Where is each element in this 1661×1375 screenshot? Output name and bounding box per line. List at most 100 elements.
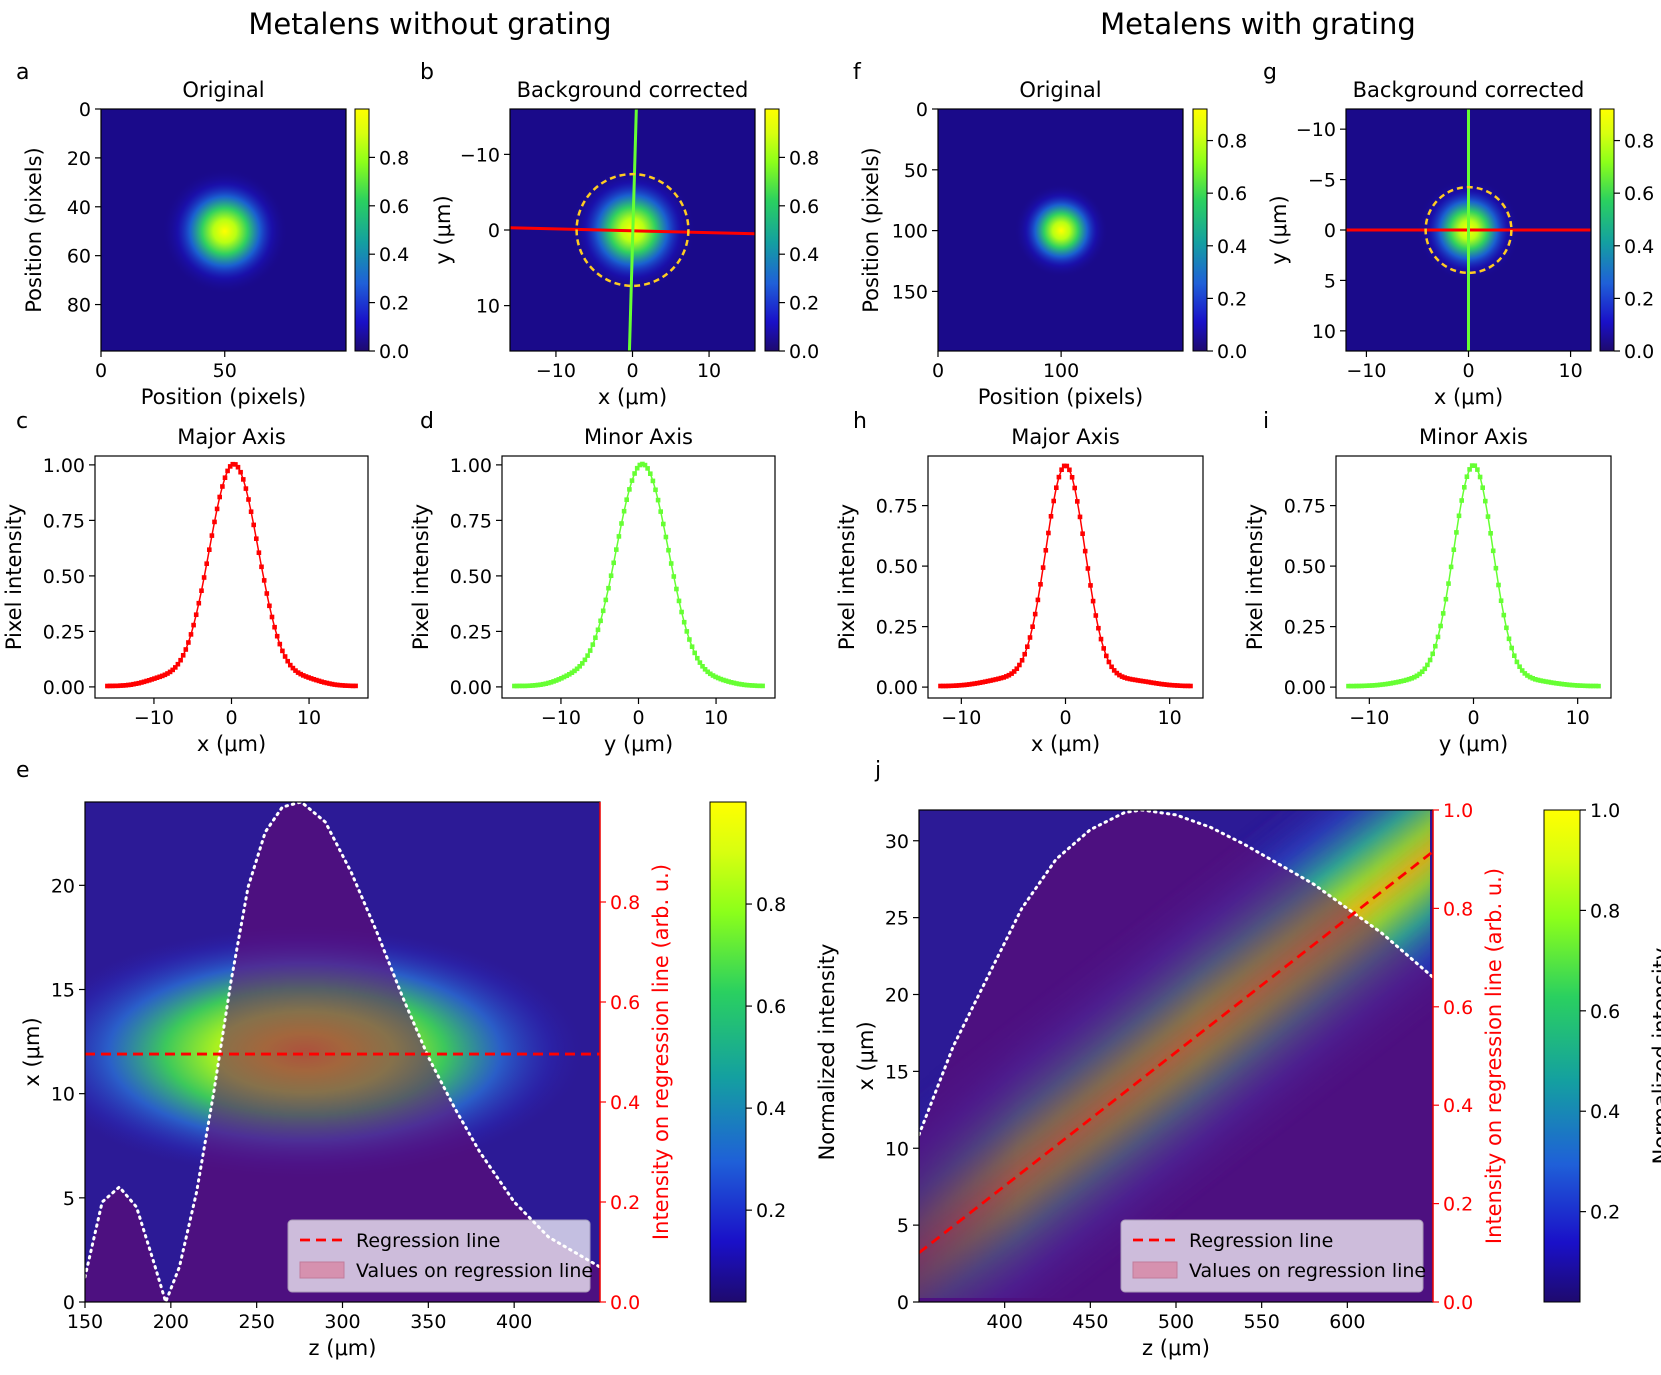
- panel-h-profile-marker: [1046, 530, 1051, 536]
- panel-i-profile-marker: [1364, 683, 1370, 688]
- panel-b: b Background corrected −10 0 10 −10 0 10 x (μm) y…: [420, 60, 819, 409]
- panel-h-profile-marker: [1025, 644, 1030, 649]
- panel-h-profile-marker: [1072, 485, 1077, 491]
- panel-h-ytick-label: 0.00: [876, 677, 918, 699]
- panel-d-profile-marker: [681, 619, 687, 625]
- panel-c-profile-marker: [348, 683, 353, 689]
- panel-h-profile-marker: [1017, 662, 1022, 668]
- panel-h-profile-marker: [1075, 499, 1080, 504]
- panel-c-profile-marker: [259, 564, 264, 570]
- panel-j-ytick-label: 5: [897, 1215, 909, 1237]
- panel-d-profile-marker: [600, 608, 606, 614]
- panel-i-profile-marker: [1488, 531, 1493, 536]
- panel-i-profile-marker: [1525, 673, 1530, 678]
- panel-h-profile-marker: [1117, 672, 1122, 678]
- panel-d-profile-marker: [687, 637, 692, 642]
- panel-j-ytick-label: 30: [885, 831, 909, 853]
- panel-i-profile-marker: [1564, 682, 1570, 687]
- panel-a-colorbar-tick-label: 0.4: [379, 244, 409, 266]
- panel-h-profile-marker: [1043, 548, 1049, 553]
- panel-b-colorbar: [764, 108, 780, 352]
- panel-h-profile-marker: [1014, 666, 1020, 671]
- panel-a-ytick-label: 40: [67, 197, 91, 219]
- panel-i-profile-marker: [1435, 634, 1441, 640]
- panel-c-profile-marker: [342, 683, 348, 688]
- panel-i-ylabel: Pixel intensity: [1243, 504, 1267, 650]
- panel-c-xtick-label: 10: [297, 707, 321, 729]
- panel-f-colorbar: [1192, 108, 1208, 352]
- panel-c-profile-marker: [295, 670, 301, 675]
- panel-i-profile-marker: [1414, 673, 1420, 679]
- panel-j-y2tick-label: 0.8: [1443, 898, 1473, 920]
- panel-h-profile-marker: [1111, 668, 1117, 673]
- panel-c-profile-marker: [123, 683, 128, 688]
- panel-i-profile-marker: [1556, 681, 1562, 686]
- panel-b-ytick-label: −10: [460, 144, 500, 166]
- panel-c-profile-marker: [160, 673, 165, 679]
- panel-g-ytick-label: 10: [1312, 321, 1336, 343]
- panel-h-profile-marker: [993, 677, 999, 682]
- panel-h-profile-marker: [1154, 681, 1159, 686]
- panel-d-profile-marker: [702, 667, 708, 672]
- panel-i-profile-marker: [1501, 612, 1507, 618]
- panel-d-profile-marker: [580, 661, 585, 666]
- panel-c-profile-marker: [335, 682, 340, 688]
- panel-f-colorbar-tick-label: 0.2: [1217, 288, 1247, 310]
- panel-d-profile-marker: [726, 679, 731, 684]
- panel-j-y2label: Intensity on regression line (arb. u.): [1482, 868, 1506, 1244]
- panel-d-profile-marker: [755, 683, 760, 689]
- panel-d-profile-line: [514, 463, 763, 687]
- panel-h-profile-marker: [951, 683, 956, 688]
- panel-i-profile-marker: [1422, 666, 1428, 672]
- panel-h-profile-marker: [940, 683, 946, 689]
- panel-e-y2tick-label: 0.0: [610, 1292, 640, 1314]
- panel-a-ytick-label: 20: [67, 148, 91, 170]
- panel-c-profile-marker: [157, 674, 162, 680]
- panel-h-profile-marker: [1022, 651, 1027, 657]
- panel-d-profile-marker: [747, 683, 752, 688]
- panel-i-profile-marker: [1540, 678, 1546, 684]
- panel-label-h: h: [853, 409, 867, 434]
- panel-d-profile-marker: [679, 609, 684, 615]
- panel-c-profile-marker: [274, 633, 280, 639]
- panel-i-profile-marker: [1504, 625, 1509, 631]
- panel-f-xtick-label: 0: [932, 360, 944, 382]
- panel-d-profile-marker: [517, 683, 522, 689]
- panel-c-profile-marker: [293, 668, 298, 673]
- panel-h-profile-marker: [1035, 597, 1041, 603]
- panel-d-profile-marker: [590, 642, 596, 647]
- panel-d-profile-marker: [569, 670, 575, 675]
- panel-a-frame: [100, 108, 347, 352]
- panel-i-profile-marker: [1498, 598, 1504, 603]
- panel-c-profile-marker: [251, 522, 256, 528]
- panel-i-profile-marker: [1509, 645, 1514, 651]
- panel-i-profile-marker: [1588, 683, 1593, 689]
- panel-i-profile-marker: [1367, 683, 1372, 688]
- panel-c-profile-marker: [133, 681, 139, 686]
- panel-c-profile-marker: [191, 622, 196, 628]
- panel-i-profile-marker: [1583, 683, 1588, 689]
- panel-d-profile-marker: [546, 680, 551, 686]
- panel-h-profile-marker: [1011, 669, 1017, 674]
- panel-c-profile-marker: [175, 661, 181, 667]
- panel-b-colorbar-tick-label: 0.6: [789, 196, 819, 218]
- panel-j-ylabel: x (μm): [854, 1021, 878, 1090]
- panel-i-profile-marker: [1446, 581, 1451, 586]
- panel-i-profile-marker: [1477, 474, 1483, 480]
- panel-h-profile-marker: [1140, 678, 1146, 684]
- panel-d-profile-marker: [553, 678, 559, 683]
- panel-i-profile-marker: [1469, 463, 1475, 468]
- panel-d-profile-marker: [606, 585, 611, 591]
- panel-j-ytick-label: 20: [885, 985, 909, 1007]
- panel-j-values-shade: [919, 810, 1433, 1302]
- panel-label-a: a: [16, 60, 29, 85]
- panel-c-profile-marker: [178, 657, 183, 663]
- panel-h-profile-marker: [1130, 677, 1135, 682]
- panel-g-xtick-label: 0: [1462, 360, 1474, 382]
- panel-c-profile-marker: [217, 494, 222, 500]
- panel-i-ytick-label: 0.75: [1284, 496, 1326, 518]
- panel-h-profile-marker: [1169, 682, 1175, 688]
- panel-i-profile-marker: [1567, 682, 1572, 688]
- panel-d-profile-marker: [718, 676, 724, 682]
- panel-c: c Major Axis −10 0 10 0.00 0.25 0.50 0.75 1.00 x (…: [2, 409, 369, 756]
